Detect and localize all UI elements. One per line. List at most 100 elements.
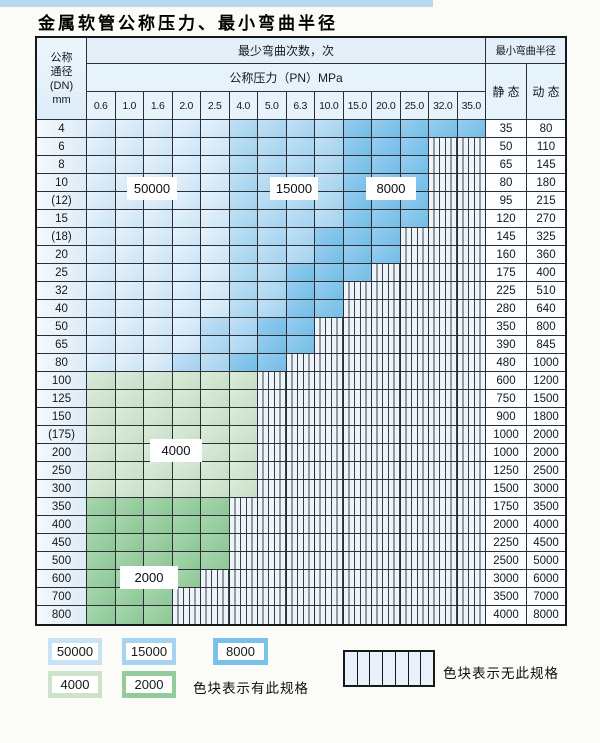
- no-spec-cell: [286, 354, 315, 372]
- static-radius-cell: 390: [486, 336, 527, 354]
- no-spec-cell: [201, 606, 230, 624]
- spec-cell: [144, 588, 173, 606]
- no-spec-cell: [258, 516, 287, 534]
- no-spec-cell: [315, 408, 344, 426]
- no-spec-cell: [258, 552, 287, 570]
- no-spec-cell: [429, 552, 458, 570]
- no-spec-cell: [400, 300, 429, 318]
- spec-cell: [87, 300, 116, 318]
- spec-cell: [172, 228, 201, 246]
- spec-cell: [315, 174, 344, 192]
- no-spec-cell: [429, 138, 458, 156]
- dn-cell: 400: [37, 516, 87, 534]
- table-row-dn-65: 65 390 845: [37, 336, 565, 354]
- table-row-dn-50: 50 350 800: [37, 318, 565, 336]
- dn-cell: 80: [37, 354, 87, 372]
- spec-cell: [172, 318, 201, 336]
- spec-cell: [201, 282, 230, 300]
- no-spec-cell: [457, 210, 486, 228]
- no-spec-cell: [372, 282, 401, 300]
- spec-cell: [286, 246, 315, 264]
- no-spec-cell: [400, 570, 429, 588]
- table-row-dn-125: 125 750 1500: [37, 390, 565, 408]
- static-radius-cell: 750: [486, 390, 527, 408]
- dn-cell: 300: [37, 480, 87, 498]
- spec-cell: [87, 426, 116, 444]
- spec-cell: [87, 516, 116, 534]
- no-spec-cell: [400, 516, 429, 534]
- spec-cell: [258, 138, 287, 156]
- no-spec-cell: [315, 498, 344, 516]
- no-spec-cell: [258, 606, 287, 624]
- no-spec-cell: [286, 480, 315, 498]
- spec-cell: [286, 264, 315, 282]
- no-spec-cell: [343, 408, 372, 426]
- no-spec-cell: [400, 444, 429, 462]
- pn-column-header: 2.0: [172, 92, 201, 120]
- spec-cell: [115, 336, 144, 354]
- spec-cell: [172, 246, 201, 264]
- legend-swatch-2000: 2000: [122, 671, 176, 698]
- static-radius-cell: 600: [486, 372, 527, 390]
- dynamic-radius-cell: 270: [527, 210, 565, 228]
- no-spec-cell: [400, 606, 429, 624]
- spec-cell: [172, 372, 201, 390]
- spec-cell: [144, 120, 173, 138]
- spec-cell: [115, 606, 144, 624]
- spec-cell: [87, 498, 116, 516]
- dn-cell: 50: [37, 318, 87, 336]
- legend-no-spec-swatch: [343, 650, 435, 687]
- no-spec-cell: [429, 516, 458, 534]
- legend-label-4000: 4000: [52, 676, 98, 693]
- dynamic-radius-cell: 360: [527, 246, 565, 264]
- spec-cell: [144, 228, 173, 246]
- spec-cell: [229, 210, 258, 228]
- no-spec-cell: [258, 462, 287, 480]
- spec-cell: [172, 336, 201, 354]
- dynamic-radius-cell: 2500: [527, 462, 565, 480]
- no-spec-cell: [400, 588, 429, 606]
- dynamic-radius-cell: 6000: [527, 570, 565, 588]
- dn-cell: 40: [37, 300, 87, 318]
- spec-cell: [315, 228, 344, 246]
- dn-cell: 250: [37, 462, 87, 480]
- no-spec-cell: [315, 588, 344, 606]
- dn-header-line: 公称: [50, 51, 73, 64]
- table-row-dn-250: 250 1250 2500: [37, 462, 565, 480]
- no-spec-cell: [457, 138, 486, 156]
- no-spec-cell: [172, 606, 201, 624]
- spec-cell: [229, 462, 258, 480]
- no-spec-cell: [400, 480, 429, 498]
- pn-column-header: 5.0: [258, 92, 287, 120]
- spec-cell: [172, 498, 201, 516]
- spec-cell: [286, 300, 315, 318]
- table-row-dn-15: 15 120 270: [37, 210, 565, 228]
- no-spec-cell: [229, 588, 258, 606]
- no-spec-cell: [258, 570, 287, 588]
- dynamic-radius-cell: 400: [527, 264, 565, 282]
- legend-has-spec-note: 色块表示有此规格: [193, 681, 309, 696]
- spec-cell: [144, 336, 173, 354]
- table-row-dn-80: 80 480 1000: [37, 354, 565, 372]
- table-row-dn-150: 150 900 1800: [37, 408, 565, 426]
- dn-header-line: 通径: [50, 65, 73, 78]
- no-spec-cell: [315, 462, 344, 480]
- no-spec-cell: [343, 570, 372, 588]
- no-spec-cell: [172, 588, 201, 606]
- spec-cell: [115, 408, 144, 426]
- dynamic-radius-cell: 80: [527, 120, 565, 138]
- table-row-dn-20: 20 160 360: [37, 246, 565, 264]
- spec-cell: [229, 156, 258, 174]
- no-spec-cell: [343, 552, 372, 570]
- spec-cell: [115, 138, 144, 156]
- no-spec-cell: [457, 516, 486, 534]
- no-spec-cell: [343, 390, 372, 408]
- static-radius-cell: 1000: [486, 444, 527, 462]
- no-spec-cell: [429, 606, 458, 624]
- no-spec-cell: [372, 552, 401, 570]
- dynamic-radius-cell: 8000: [527, 606, 565, 624]
- spec-cell: [87, 264, 116, 282]
- no-spec-cell: [372, 372, 401, 390]
- no-spec-cell: [429, 498, 458, 516]
- spec-cell: [229, 408, 258, 426]
